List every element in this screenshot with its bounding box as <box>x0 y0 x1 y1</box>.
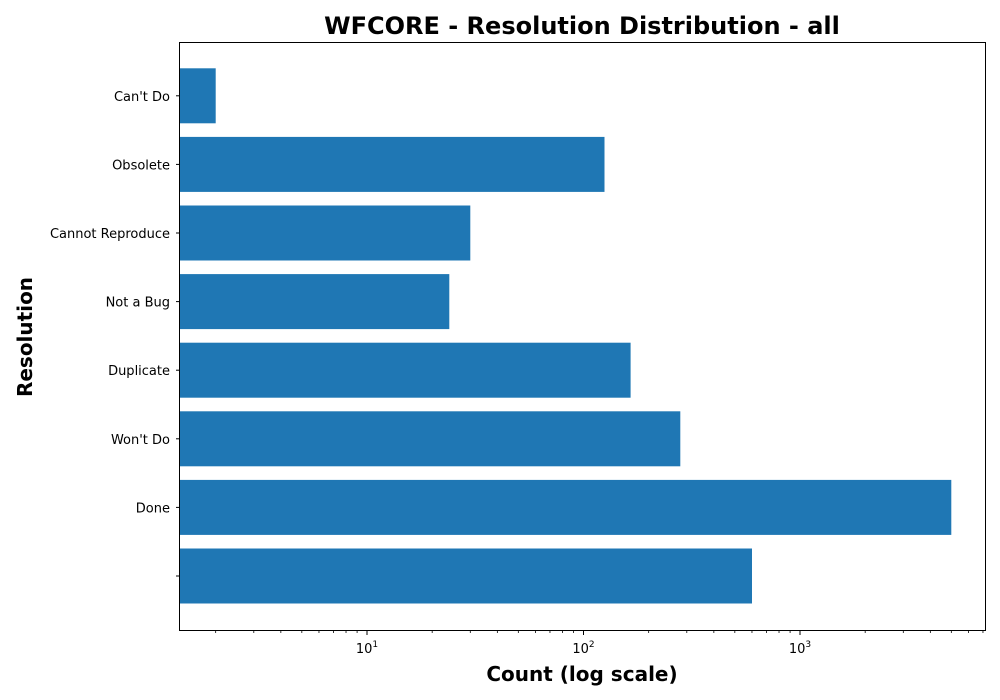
bar <box>180 479 952 535</box>
bars <box>180 68 952 604</box>
bar <box>180 68 216 124</box>
x-axis-title: Count (log scale) <box>486 662 677 686</box>
chart-title: WFCORE - Resolution Distribution - all <box>324 12 840 40</box>
bar <box>180 342 631 398</box>
y-tick-label: Done <box>136 501 170 516</box>
x-tick-label: 103 <box>789 640 811 657</box>
x-tick-label: 102 <box>572 640 594 657</box>
y-tick-label: Not a Bug <box>106 296 170 311</box>
y-tick-label: Duplicate <box>108 364 170 379</box>
bar <box>180 274 450 330</box>
y-tick-label: Obsolete <box>112 158 170 173</box>
bar <box>180 136 605 192</box>
bar <box>180 548 752 604</box>
y-tick-label: Cannot Reproduce <box>50 227 170 242</box>
ticks: Done Won't Do Duplicate Not a Bug Cannot Rep… <box>50 90 984 657</box>
bar <box>180 411 681 467</box>
bar <box>180 205 471 261</box>
x-tick-label: 101 <box>356 640 378 657</box>
y-tick-label: Won't Do <box>111 433 170 448</box>
plot-frame <box>179 42 986 631</box>
y-tick-label: Can't Do <box>114 90 170 105</box>
y-axis-title: Resolution <box>13 277 37 397</box>
